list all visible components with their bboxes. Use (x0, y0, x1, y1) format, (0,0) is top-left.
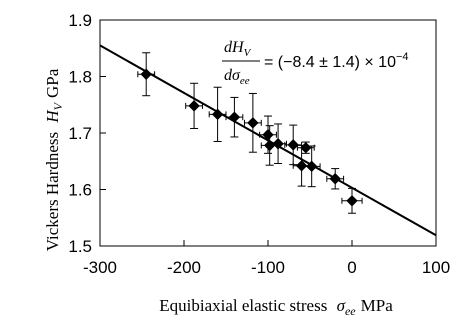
equation-denominator: dσee (224, 67, 250, 87)
x-axis-unit: MPa (361, 296, 394, 315)
x-tick-label: 0 (347, 258, 356, 277)
data-point-marker (305, 160, 318, 173)
data-point-marker (272, 138, 284, 150)
y-axis-symbol: H (43, 109, 62, 124)
x-axis-symbol: σ (337, 296, 346, 315)
equation-rhs-text: = (−8.4 ± 1.4) × 10 (264, 54, 396, 71)
x-axis-subscript: ee (345, 304, 356, 318)
equation-numerator-text: dH (224, 39, 245, 56)
equation-exponent: −4 (396, 51, 409, 63)
data-point-marker (295, 160, 308, 172)
data-point-group (302, 145, 321, 188)
y-axis-subscript: V (51, 101, 65, 110)
equation-denominator-sub: ee (240, 75, 250, 87)
equation-denominator-text: dσ (224, 67, 241, 84)
data-point-marker (262, 128, 274, 141)
data-point-group (326, 168, 345, 190)
y-tick-label: 1.6 (68, 181, 92, 200)
y-tick-label: 1.7 (68, 124, 92, 143)
data-point-marker (346, 195, 358, 207)
points-layer (137, 52, 363, 214)
data-point-marker (287, 139, 299, 151)
data-point-group (341, 187, 363, 214)
data-point-marker (300, 141, 312, 154)
x-axis-title: Equibiaxial elastic stress σee MPa (159, 296, 393, 318)
y-axis-title-text: Vickers Hardness (43, 132, 62, 251)
data-point-group (208, 86, 227, 142)
data-point-marker (140, 68, 152, 80)
x-tick-label: -200 (167, 258, 201, 277)
data-point-group (225, 96, 244, 138)
data-point-marker (247, 117, 259, 129)
x-tick-label: -300 (83, 258, 117, 277)
equation-numerator-sub: V (244, 47, 252, 59)
data-point-group (185, 82, 203, 129)
data-point-marker (228, 111, 241, 123)
y-axis-title: Vickers Hardness HV GPa (43, 68, 65, 251)
x-axis-title-text: Equibiaxial elastic stress (159, 296, 327, 315)
x-tick-label: -100 (251, 258, 285, 277)
y-tick-label: 1.5 (68, 237, 92, 256)
y-tick-label: 1.9 (68, 11, 92, 30)
y-tick-label: 1.8 (68, 68, 92, 87)
y-axis-unit: GPa (43, 68, 62, 98)
data-point-marker (211, 108, 224, 121)
equation-rhs: = (−8.4 ± 1.4) × 10−4 (264, 51, 409, 71)
x-tick-label: 100 (422, 258, 450, 277)
data-point-marker (188, 100, 200, 112)
data-point-marker (329, 173, 341, 185)
data-point-group (243, 92, 262, 153)
equation-numerator: dHV (224, 39, 252, 59)
ticks-layer: 1.5 1.6 1.7 1.8 1.9 -300 -200 -100 0 100 (68, 11, 450, 277)
data-point-group (137, 52, 156, 97)
equation-annotation: dHV dσee = (−8.4 ± 1.4) × 10−4 (222, 39, 409, 87)
data-point-group (269, 123, 287, 165)
